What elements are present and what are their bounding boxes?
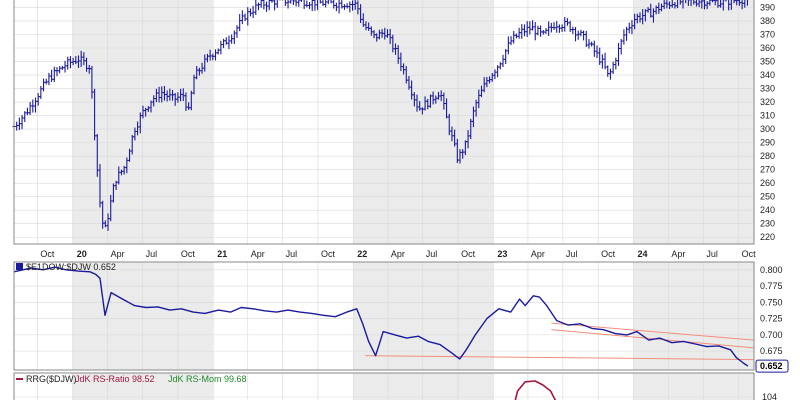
price-ytick-label: 260 bbox=[760, 178, 775, 188]
price-xtick-label: 22 bbox=[357, 249, 367, 259]
price-ytick-label: 300 bbox=[760, 124, 775, 134]
price-ytick-label: 360 bbox=[760, 43, 775, 53]
price-xtick-label: Apr bbox=[531, 249, 545, 259]
price-bar bbox=[676, 0, 679, 9]
price-xtick-label: Jul bbox=[706, 249, 718, 259]
price-xtick-label: Jul bbox=[146, 249, 158, 259]
ratio-series-line bbox=[13, 266, 749, 367]
price-bar bbox=[689, 0, 693, 7]
ratio-ytick-label: 0.675 bbox=[760, 346, 783, 356]
price-ytick-label: 380 bbox=[760, 16, 775, 26]
rrg-panel: 104 RRG($DJW) JdK RS-Ratio 98.52 JdK RS-… bbox=[13, 372, 777, 400]
ratio-ytick-label: 0.775 bbox=[760, 281, 783, 291]
rrg-legend-label-ratio: JdK RS-Ratio 98.52 bbox=[75, 374, 155, 384]
price-xtick-label: Apr bbox=[111, 249, 125, 259]
price-xtick-label: Oct bbox=[40, 249, 55, 259]
price-xtick-label: Jul bbox=[426, 249, 438, 259]
ratio-year-shade-2 bbox=[633, 262, 754, 370]
price-ytick-label: 280 bbox=[760, 151, 775, 161]
price-xtick-label: Apr bbox=[251, 249, 265, 259]
price-xtick-label: 21 bbox=[217, 249, 227, 259]
rrg-year-shade-1 bbox=[353, 373, 494, 400]
price-ytick-label: 370 bbox=[760, 29, 775, 39]
price-xtick-label: Oct bbox=[181, 249, 196, 259]
price-xtick-label: Apr bbox=[671, 249, 685, 259]
ratio-last-value-box bbox=[755, 359, 789, 373]
price-bar bbox=[729, 0, 732, 10]
price-xtick-label: Jul bbox=[566, 249, 578, 259]
price-bar bbox=[299, 0, 304, 2]
ratio-last-value-text: 0.652 bbox=[760, 361, 783, 371]
price-xtick-label: Apr bbox=[391, 249, 405, 259]
price-bar bbox=[289, 0, 293, 4]
price-xtick-label: Oct bbox=[601, 249, 616, 259]
price-ytick-label: 330 bbox=[760, 84, 775, 94]
ratio-last-value-badge: 0.652 bbox=[755, 359, 789, 373]
price-bar bbox=[721, 0, 725, 11]
price-xtick-label: Jul bbox=[286, 249, 298, 259]
price-bar bbox=[687, 0, 690, 6]
price-ytick-label: 340 bbox=[760, 70, 775, 80]
price-ytick-label: 230 bbox=[760, 219, 775, 229]
rrg-legend-label-mom: JdK RS-Mom 99.68 bbox=[168, 374, 247, 384]
price-bar bbox=[685, 0, 687, 4]
ratio-ytick-label: 0.750 bbox=[760, 297, 783, 307]
price-ytick-label: 220 bbox=[760, 232, 775, 242]
price-ohlc-series bbox=[12, 0, 749, 231]
price-bar bbox=[743, 0, 747, 8]
price-year-shade-2 bbox=[633, 0, 754, 244]
rrg-legend: RRG($DJW) JdK RS-Ratio 98.52 JdK RS-Mom … bbox=[16, 374, 247, 384]
price-panel: 220 230 240 250 260 270 280 290 300 310 320 330 340 3… bbox=[12, 0, 775, 259]
price-bar bbox=[326, 0, 330, 5]
price-xtick-label: Oct bbox=[461, 249, 476, 259]
rrg-year-shade-2 bbox=[633, 373, 754, 400]
ratio-legend: $E1DOW:$DJW 0.652 bbox=[16, 262, 116, 272]
price-ytick-label: 310 bbox=[760, 111, 775, 121]
rrg-panel-frame bbox=[13, 372, 755, 400]
ratio-legend-swatch bbox=[16, 263, 23, 270]
price-ytick-label: 270 bbox=[760, 165, 775, 175]
ratio-trendline-2 bbox=[365, 355, 755, 361]
ratio-ytick-label: 0.800 bbox=[760, 265, 783, 275]
price-bar bbox=[275, 0, 278, 8]
price-xtick-label: 20 bbox=[77, 249, 87, 259]
ratio-legend-label: $E1DOW:$DJW 0.652 bbox=[26, 262, 116, 272]
price-ytick-label: 350 bbox=[760, 57, 775, 67]
price-bar bbox=[315, 0, 319, 11]
rrg-legend-label-rrg: RRG($DJW) bbox=[26, 374, 77, 384]
ratio-ytick-label: 0.700 bbox=[760, 330, 783, 340]
price-ytick-label: 290 bbox=[760, 138, 775, 148]
ratio-ytick-label: 0.725 bbox=[760, 314, 783, 324]
ratio-panel: 0.675 0.700 0.725 0.750 0.775 0.800 $E1DOW:$D… bbox=[13, 261, 789, 373]
price-panel-frame bbox=[13, 0, 755, 245]
price-ytick-label: 320 bbox=[760, 97, 775, 107]
ratio-panel-frame bbox=[13, 261, 755, 371]
price-bar bbox=[681, 0, 684, 9]
price-bar bbox=[724, 0, 727, 2]
price-ytick-label: 240 bbox=[760, 205, 775, 215]
price-bar bbox=[745, 0, 749, 6]
price-xtick-label: 23 bbox=[497, 249, 507, 259]
price-ytick-label: 390 bbox=[760, 2, 775, 12]
price-ytick-label: 250 bbox=[760, 192, 775, 202]
rrg-ytick-label: 104 bbox=[762, 392, 777, 400]
price-xtick-label: Oct bbox=[742, 249, 757, 259]
price-xtick-label: 24 bbox=[637, 249, 647, 259]
price-xtick-label: Oct bbox=[321, 249, 336, 259]
rrg-ratio-line bbox=[514, 380, 557, 400]
